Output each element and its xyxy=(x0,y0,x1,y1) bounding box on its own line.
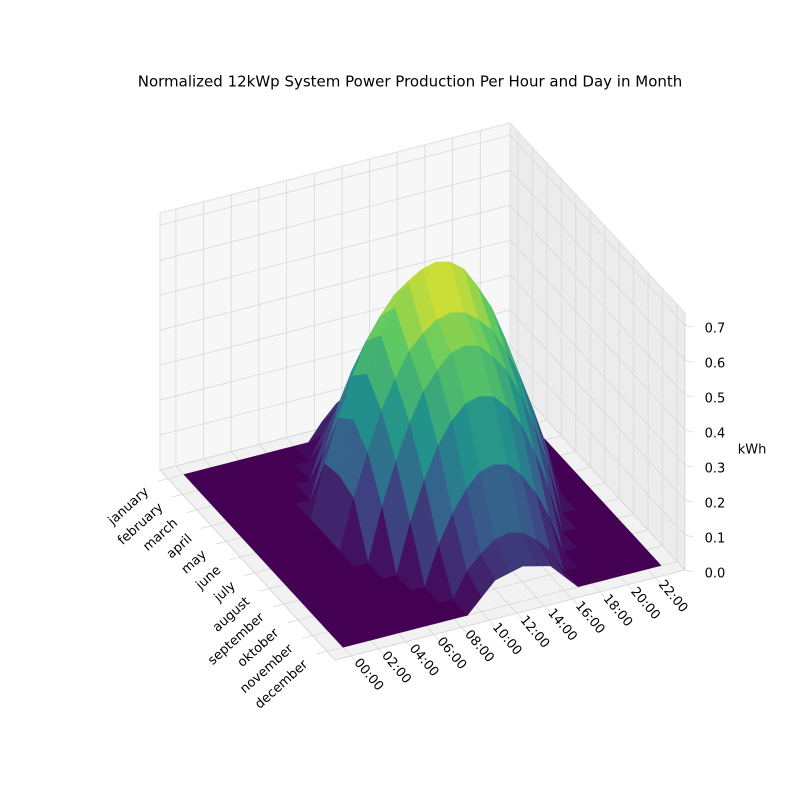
tick-mark xyxy=(684,394,694,398)
tick-mark xyxy=(301,635,313,639)
grid-line xyxy=(509,169,686,361)
grid-line xyxy=(159,169,511,261)
tick-mark xyxy=(316,650,328,655)
tick-mark xyxy=(571,598,578,605)
z-axis-label: kWh xyxy=(738,443,767,458)
axis-line xyxy=(334,569,686,661)
z-tick-label: 0.2 xyxy=(705,497,726,512)
tick-mark xyxy=(287,619,299,624)
chart-title: Normalized 12kWp System Power Production… xyxy=(138,73,683,91)
tick-mark xyxy=(684,464,694,468)
grid-line xyxy=(509,274,686,466)
tick-mark xyxy=(684,324,694,328)
z-tick-label: 0.3 xyxy=(705,462,726,477)
tick-mark xyxy=(350,655,357,662)
tick-mark xyxy=(433,634,440,641)
grid-line xyxy=(509,379,686,571)
tick-mark xyxy=(488,620,495,627)
grid-line xyxy=(509,134,686,326)
tick-mark xyxy=(273,603,284,608)
tick-mark xyxy=(244,572,255,576)
grid-line xyxy=(509,344,686,536)
tick-mark xyxy=(654,577,661,584)
tick-mark xyxy=(684,499,694,503)
grid-line xyxy=(159,204,511,296)
grid-line xyxy=(509,309,686,501)
axis-line xyxy=(159,469,336,661)
z-tick-label: 0.0 xyxy=(705,567,726,582)
tick-mark xyxy=(684,429,694,433)
tick-mark xyxy=(684,534,694,538)
grid-line xyxy=(509,204,686,396)
tick-mark xyxy=(684,359,694,363)
tick-mark xyxy=(258,588,270,592)
tick-mark xyxy=(186,509,197,514)
grid-line xyxy=(159,239,511,331)
tick-mark xyxy=(461,627,468,634)
tick-mark xyxy=(229,556,241,561)
grid-line xyxy=(159,134,511,226)
tick-mark xyxy=(215,541,226,545)
z-tick-label: 0.7 xyxy=(705,322,726,337)
hour-tick-label: 00:00 xyxy=(351,656,387,694)
tick-mark xyxy=(684,569,694,573)
tick-mark xyxy=(157,478,169,482)
grid-line xyxy=(509,239,686,431)
tick-mark xyxy=(200,525,212,529)
z-tick-label: 0.5 xyxy=(705,392,726,407)
tick-mark xyxy=(516,612,523,620)
tick-mark xyxy=(405,641,412,648)
tick-mark xyxy=(599,591,606,598)
z-tick-label: 0.1 xyxy=(705,532,726,547)
tick-mark xyxy=(544,605,551,613)
tick-mark xyxy=(378,648,385,655)
z-tick-label: 0.4 xyxy=(705,427,726,442)
tick-mark xyxy=(171,493,183,498)
tick-mark xyxy=(627,584,634,591)
surface-patch xyxy=(328,627,358,648)
z-tick-label: 0.6 xyxy=(705,357,726,372)
